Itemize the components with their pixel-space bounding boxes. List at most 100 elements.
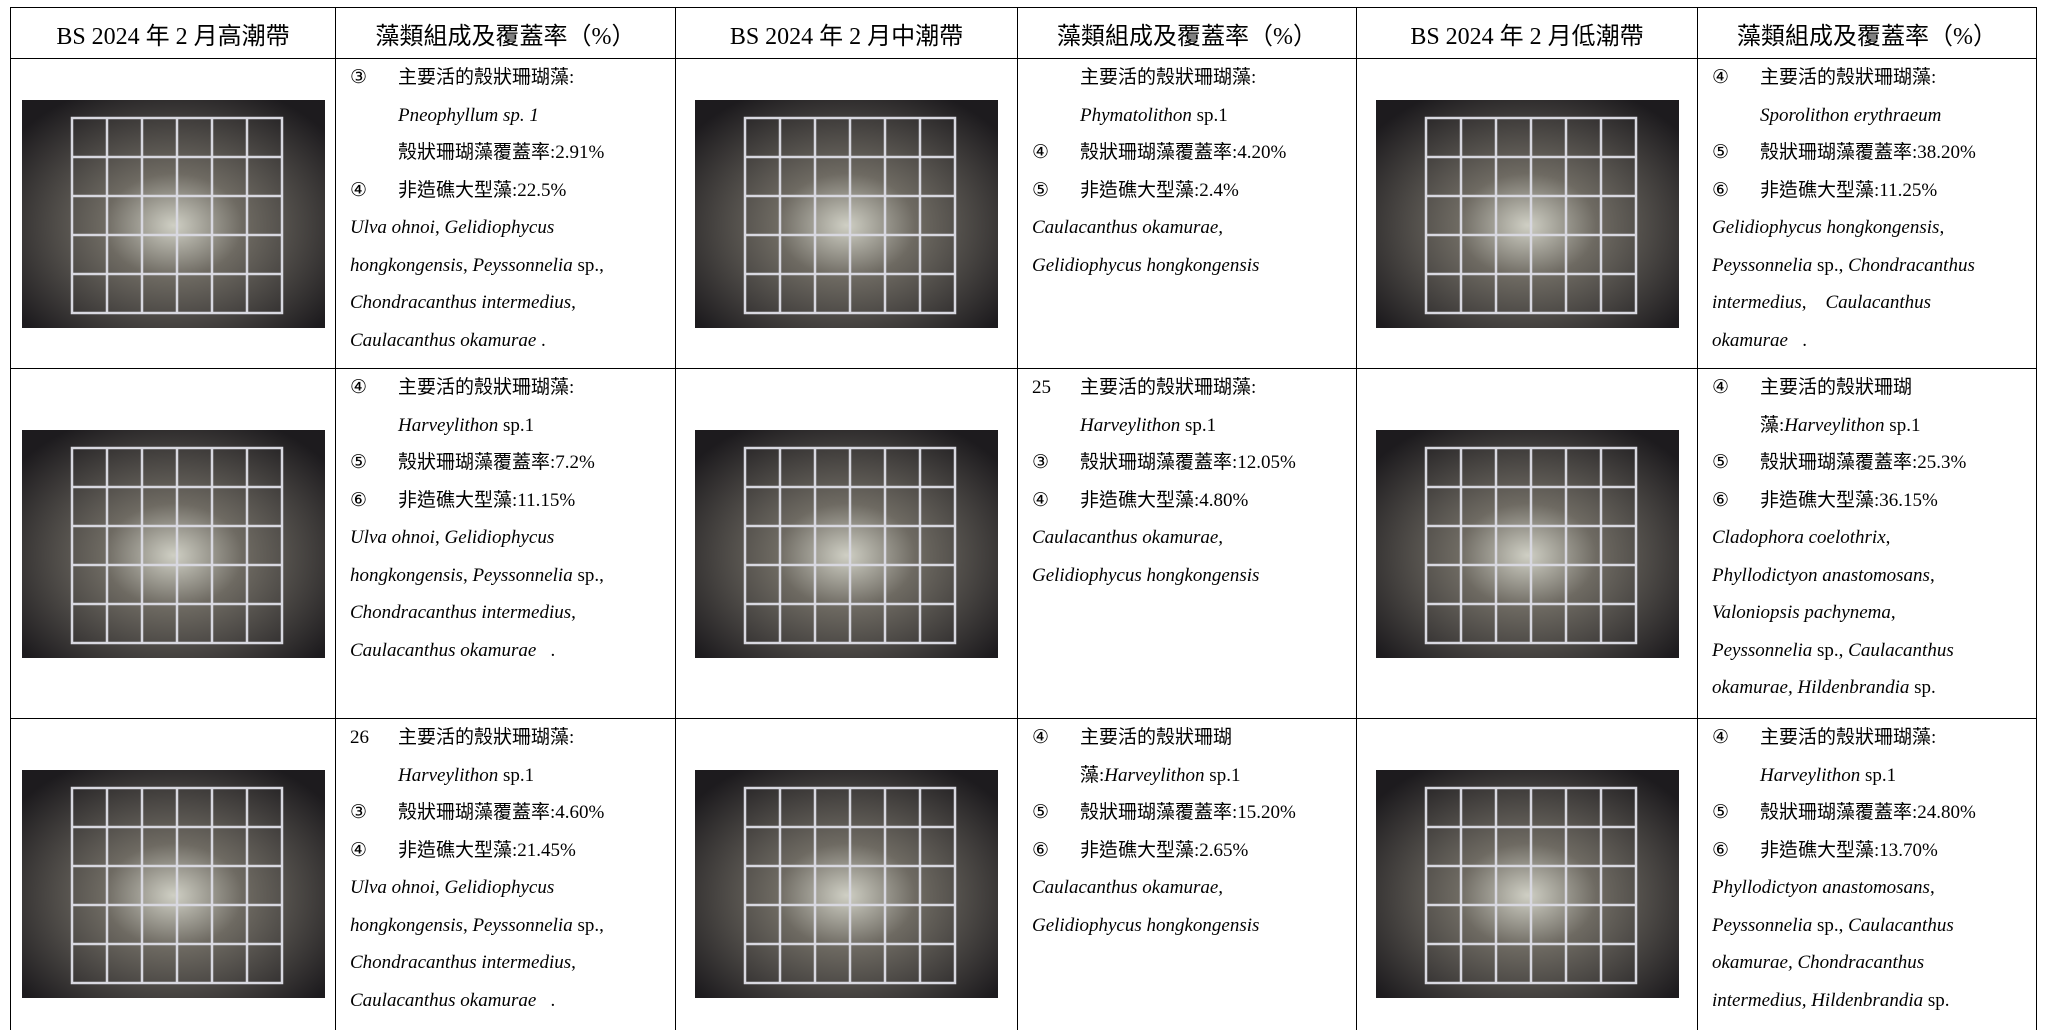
- item-marker: ⑥: [1032, 839, 1050, 861]
- list-item: 25 主要活的殼狀珊瑚藻: Harveylithon sp.1: [1032, 369, 1350, 444]
- item-marker: ④: [350, 839, 368, 861]
- text-run: ,: [462, 564, 473, 586]
- text-run: 主要活的殼狀珊瑚藻:: [1760, 67, 1937, 88]
- text-line: Caulacanthus okamurae .: [350, 982, 669, 1020]
- text-cell: ④ 主要活的殼狀珊瑚藻: Harveylithon sp.1 ⑤ 殼狀珊瑚藻覆蓋率:7.…: [335, 368, 676, 719]
- text-line: ④ 殼狀珊瑚藻覆蓋率:4.20%: [1032, 134, 1350, 172]
- text-run: 主要活的殼狀珊瑚藻:: [1080, 377, 1257, 398]
- text-run: sp.: [1909, 677, 1936, 698]
- text-line: 殼狀珊瑚藻覆蓋率:2.91%: [350, 134, 669, 172]
- text-line: Chondracanthus intermedius,: [350, 284, 669, 322]
- header-cell: BS 2024 年 2 月中潮帶: [675, 7, 1018, 59]
- list-item: ⑥ 非造礁大型藻:11.25%: [1712, 172, 2030, 210]
- list-item: ④ 非造礁大型藻:4.80%: [1032, 482, 1350, 520]
- text-run: ,: [1939, 217, 1945, 238]
- item-marker: ⑥: [1712, 179, 1730, 201]
- text-run: sp.,: [572, 254, 604, 276]
- item-marker: 25: [1032, 377, 1051, 398]
- text-run: ,: [1929, 564, 1935, 586]
- list-item: ⑥ 非造礁大型藻:13.70%: [1712, 832, 2030, 870]
- list-item: ⑥ 非造礁大型藻:2.65%: [1032, 832, 1350, 870]
- text-run: ,: [434, 877, 445, 898]
- list-item: ⑥ 非造礁大型藻:36.15%: [1712, 482, 2030, 520]
- photo-cell: [1356, 58, 1698, 369]
- text-line: Ulva ohnoi, Gelidiophycus: [350, 519, 669, 557]
- list-item: ④ 非造礁大型藻:22.5%: [350, 172, 669, 210]
- text-line: ④ 主要活的殼狀珊瑚: [1032, 719, 1350, 757]
- text-run: .: [536, 989, 556, 1011]
- item-marker: ④: [1712, 67, 1730, 88]
- text-line: ⑤ 殼狀珊瑚藻覆蓋率:25.3%: [1712, 444, 2030, 482]
- text-run: 藻:: [1080, 764, 1105, 786]
- italic-run: intermedius: [1712, 292, 1802, 313]
- text-run: ,: [462, 254, 473, 276]
- table-row: ④ 主要活的殼狀珊瑚藻: Harveylithon sp.1 ⑤ 殼狀珊瑚藻覆蓋率:7.…: [10, 368, 2037, 719]
- italic-run: Phyllodictyon anastomosans: [1712, 877, 1930, 898]
- text-line: Cladophora coelothrix,: [1712, 519, 2030, 557]
- text-line: okamurae .: [1712, 322, 2030, 360]
- italic-run: Peyssonnelia: [472, 914, 573, 936]
- list-item: ④ 主要活的殼狀珊瑚藻: Sporolithon erythraeum: [1712, 59, 2030, 134]
- italic-run: Pneophyllum sp. 1: [398, 104, 539, 126]
- text-cell: 25 主要活的殼狀珊瑚藻: Harveylithon sp.1 ③ 殼狀珊瑚藻覆蓋率:1…: [1017, 368, 1357, 719]
- italic-run: Valoniopsis pachynema: [1712, 602, 1891, 623]
- quadrat-photo: [695, 99, 998, 328]
- italic-run: Ulva ohnoi: [350, 877, 435, 898]
- italic-run: Chondracanthus intermedius: [350, 602, 572, 623]
- text-line: ⑥ 非造礁大型藻:11.25%: [1712, 172, 2030, 210]
- photo-cell: [10, 368, 336, 719]
- text-line: Peyssonnelia sp., Chondracanthus: [1712, 247, 2030, 285]
- header-row: BS 2024 年 2 月高潮帶 藻類組成及覆蓋率（%） BS 2024 年 2 月…: [10, 7, 2037, 59]
- italic-run: Harveylithon: [1080, 414, 1181, 436]
- photo-cell: [1356, 718, 1698, 1030]
- italic-run: Caulacanthus okamurae,: [1032, 217, 1224, 238]
- photo-cell: [10, 718, 336, 1030]
- text-line: ⑤ 殼狀珊瑚藻覆蓋率:38.20%: [1712, 134, 2030, 172]
- text-line: ④ 主要活的殼狀珊瑚藻:: [1712, 59, 2030, 97]
- list-item: 26 主要活的殼狀珊瑚藻: Harveylithon sp.1: [350, 719, 669, 794]
- text-line: ⑤ 殼狀珊瑚藻覆蓋率:7.2%: [350, 444, 669, 482]
- quadrat-photo: [695, 429, 998, 658]
- text-cell: ③ 主要活的殼狀珊瑚藻: Pneophyllum sp. 1 殼狀珊瑚藻覆蓋率:2.9…: [335, 58, 676, 369]
- text-line: ③ 主要活的殼狀珊瑚藻:: [350, 59, 669, 97]
- list-item: ③ 主要活的殼狀珊瑚藻: Pneophyllum sp. 1 殼狀珊瑚藻覆蓋率:2.9…: [350, 59, 669, 172]
- text-line: Chondracanthus intermedius,: [350, 944, 669, 982]
- text-run: 非造礁大型藻:2.65%: [1080, 839, 1249, 861]
- text-line: ⑥ 非造礁大型藻:36.15%: [1712, 482, 2030, 520]
- text-cell: 26 主要活的殼狀珊瑚藻: Harveylithon sp.1 ③ 殼狀珊瑚藻覆蓋率:4…: [335, 718, 676, 1030]
- text-line: Chondracanthus intermedius,: [350, 594, 669, 632]
- text-run: 殼狀珊瑚藻覆蓋率:24.80%: [1760, 802, 1976, 823]
- list-item: ③ 殼狀珊瑚藻覆蓋率:4.60%: [350, 794, 669, 832]
- text-line: Caulacanthus okamurae .: [350, 632, 669, 670]
- text-run: 主要活的殼狀珊瑚藻:: [1760, 727, 1937, 748]
- italic-run: Harveylithon: [1760, 764, 1861, 786]
- italic-run: Harveylithon: [398, 764, 499, 786]
- italic-run: Gelidiophycus: [444, 217, 555, 238]
- text-line: Caulacanthus okamurae,: [1032, 519, 1350, 557]
- text-run: 主要活的殼狀珊瑚藻:: [398, 727, 575, 748]
- italic-run: Caulacanthus okamurae,: [1032, 877, 1224, 898]
- quadrat-photo: [1375, 99, 1679, 328]
- text-line: ⑤ 非造礁大型藻:2.4%: [1032, 172, 1350, 210]
- text-line: ④ 主要活的殼狀珊瑚藻:: [350, 369, 669, 407]
- text-line: Phymatolithon sp.1: [1032, 97, 1350, 135]
- text-line: hongkongensis, Peyssonnelia sp.,: [350, 907, 669, 945]
- text-line: ④ 非造礁大型藻:4.80%: [1032, 482, 1350, 520]
- text-run: 殼狀珊瑚藻覆蓋率:25.3%: [1760, 452, 1967, 473]
- text-run: .: [536, 329, 546, 351]
- text-run: sp.,: [1812, 254, 1849, 276]
- italic-run: Harveylithon: [398, 414, 499, 436]
- list-item: ⑤ 殼狀珊瑚藻覆蓋率:25.3%: [1712, 444, 2030, 482]
- header-cell: BS 2024 年 2 月低潮帶: [1356, 7, 1698, 59]
- text-run: sp.,: [1812, 914, 1849, 936]
- text-run: 殼狀珊瑚藻覆蓋率:4.60%: [398, 802, 605, 823]
- italic-run: Caulacanthus okamurae,: [1032, 527, 1224, 548]
- text-run: ,: [571, 292, 576, 313]
- italic-run: Gelidiophycus hongkongensis: [1032, 254, 1260, 276]
- text-run: ,: [571, 602, 576, 623]
- list-item: ④ 主要活的殼狀珊瑚藻:Harveylithon sp.1: [1712, 369, 2030, 444]
- text-line: ⑤ 殼狀珊瑚藻覆蓋率:24.80%: [1712, 794, 2030, 832]
- item-marker: ④: [1032, 727, 1050, 748]
- header-cell: 藻類組成及覆蓋率（%）: [335, 7, 676, 59]
- text-run: sp.1: [1204, 764, 1241, 786]
